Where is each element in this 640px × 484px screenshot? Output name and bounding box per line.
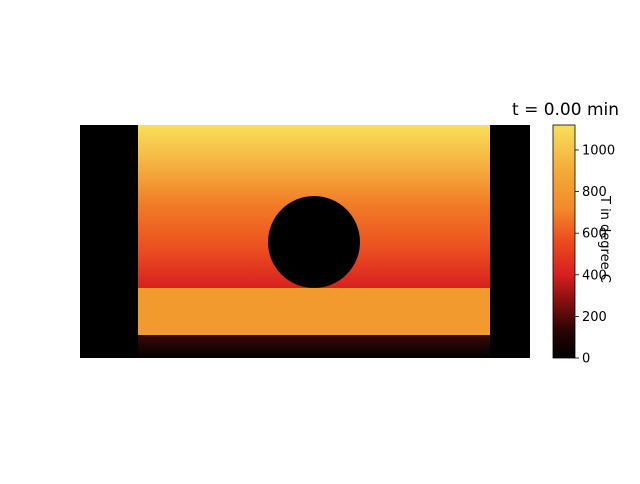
circular-inclusion	[268, 196, 360, 288]
colorbar-tick-label: 600	[582, 227, 607, 242]
colorbar-label: T in degree C	[597, 196, 612, 283]
colorbar-tick-label: 0	[582, 352, 590, 367]
colorbar-tick-label: 400	[582, 268, 607, 283]
colorbar-tick-label: 200	[582, 310, 607, 325]
chart-title: t = 0.00 min	[512, 100, 620, 120]
colorbar-ticks: 0 200 400 600 800 1000	[575, 143, 615, 367]
colorbar-tick-label: 1000	[582, 143, 615, 158]
colorbar-tick-label: 800	[582, 185, 607, 200]
bottom-strip	[138, 335, 490, 358]
left-wall	[80, 125, 138, 358]
colorbar	[552, 124, 576, 359]
lower-band	[138, 288, 490, 335]
right-wall	[490, 125, 530, 358]
